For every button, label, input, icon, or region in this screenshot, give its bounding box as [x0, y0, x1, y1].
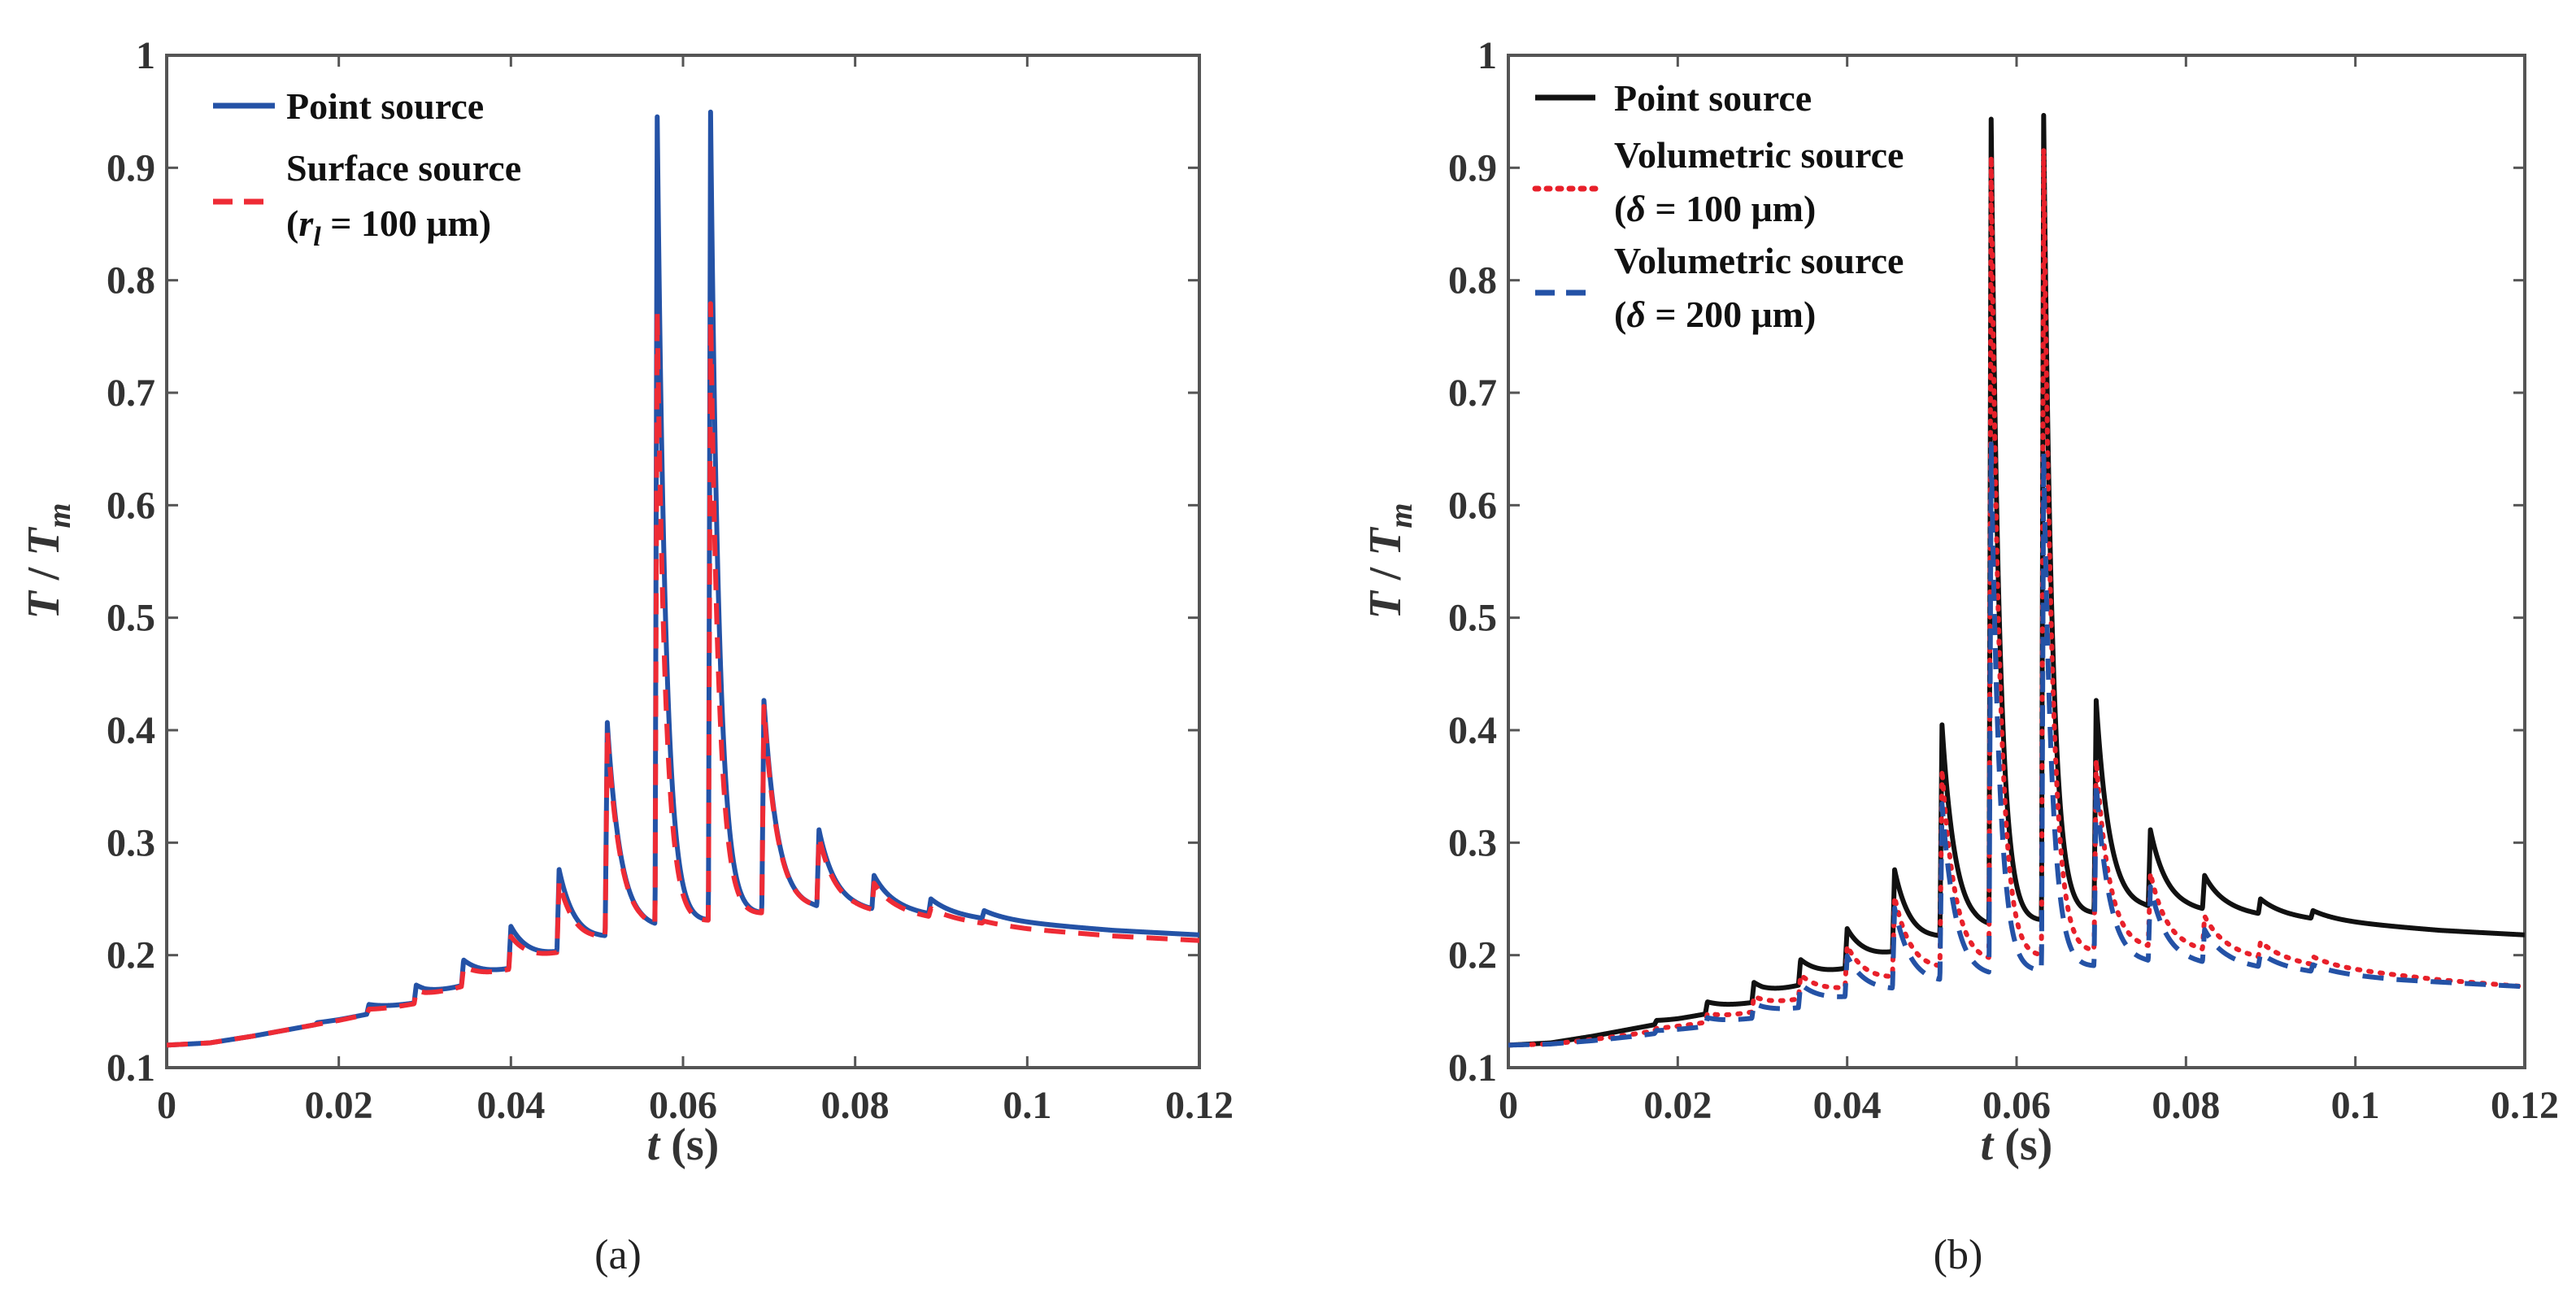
chart-panel-b: 0 0.02 0.04 0.06 0.08 0.1 0.12 0.1 0.2 0.3 0.4 0.5 0…: [1360, 34, 2559, 1278]
y-tick-label: 0.8: [1448, 259, 1497, 302]
legend-label-b-vol100-param: (δ = 100 μm): [1614, 188, 1816, 229]
x-tick-label: 0.02: [305, 1084, 373, 1127]
axis-ticks-a: [165, 54, 1201, 1069]
plot-area-b: [1507, 54, 2526, 1069]
series-group-a: [167, 109, 1199, 1048]
x-tick-label: 0.12: [2491, 1084, 2559, 1127]
series-line-a-1: [167, 301, 1199, 1048]
series-line-b-1: [1508, 146, 2525, 1048]
x-tick-label: 0: [1499, 1084, 1518, 1127]
legend-label-a-point: Point source: [286, 85, 484, 127]
y-tick-label: 1: [136, 34, 155, 77]
x-tick-label: 0.06: [649, 1084, 717, 1127]
y-tick-label: 0.4: [107, 709, 155, 752]
legend-b: Point source Volumetric source (δ = 100 …: [1532, 77, 1904, 335]
x-tick-label: 0: [157, 1084, 176, 1127]
y-tick-label: 1: [1477, 34, 1497, 77]
legend-label-b-vol100: Volumetric source: [1614, 134, 1904, 176]
x-tick-label: 0.04: [476, 1084, 545, 1127]
y-tick-label: 0.9: [1448, 146, 1497, 189]
y-tick-label: 0.7: [1448, 372, 1497, 415]
y-axis-label-a: T / Tm: [19, 503, 77, 619]
x-tick-label: 0.12: [1165, 1084, 1234, 1127]
y-tick-label: 0.6: [1448, 484, 1497, 527]
y-tick-label: 0.3: [1448, 821, 1497, 864]
x-tick-label: 0.02: [1643, 1084, 1712, 1127]
y-tick-label: 0.7: [107, 372, 155, 415]
tick-labels-b: 0 0.02 0.04 0.06 0.08 0.1 0.12 0.1 0.2 0.3 0.4 0.5 0…: [1448, 34, 2559, 1127]
y-tick-label: 0.5: [107, 597, 155, 640]
y-tick-label: 0.6: [107, 484, 155, 527]
x-tick-label: 0.08: [2152, 1084, 2220, 1127]
tick-labels-a: 0 0.02 0.04 0.06 0.08 0.1 0.12 0.1 0.2 0.3 0.4 0.5 0…: [107, 34, 1234, 1127]
legend-label-a-surface-param: (rl = 100 μm): [286, 202, 491, 252]
x-tick-label: 0.04: [1813, 1084, 1882, 1127]
y-tick-label: 0.1: [107, 1046, 155, 1090]
caption-a: (a): [594, 1232, 642, 1278]
x-tick-label: 0.1: [2331, 1084, 2380, 1127]
legend-a: Point source Surface source (rl = 100 μm…: [213, 85, 521, 252]
y-tick-label: 0.8: [107, 259, 155, 302]
legend-label-b-point: Point source: [1614, 77, 1812, 119]
y-tick-label: 0.1: [1448, 1046, 1497, 1090]
series-line-b-0: [1508, 112, 2525, 1048]
legend-label-b-vol200: Volumetric source: [1614, 240, 1904, 281]
chart-panel-a: 0 0.02 0.04 0.06 0.08 0.1 0.12 0.1 0.2 0.3 0.4 0.5 0…: [19, 34, 1234, 1278]
legend-label-a-surface: Surface source: [286, 147, 521, 189]
x-tick-label: 0.1: [1003, 1084, 1051, 1127]
caption-b: (b): [1934, 1232, 1983, 1278]
legend-label-b-vol200-param: (δ = 200 μm): [1614, 294, 1816, 335]
x-tick-label: 0.08: [821, 1084, 890, 1127]
axis-ticks-b: [1507, 54, 2526, 1069]
x-axis-label-a: t (s): [647, 1120, 720, 1170]
y-tick-label: 0.3: [107, 821, 155, 864]
x-axis-label-b: t (s): [1981, 1120, 2053, 1170]
y-tick-label: 0.2: [1448, 934, 1497, 977]
y-tick-label: 0.5: [1448, 597, 1497, 640]
series-group-b: [1508, 112, 2525, 1048]
y-tick-label: 0.4: [1448, 709, 1497, 752]
series-line-b-2: [1508, 442, 2525, 1048]
y-axis-label-b: T / Tm: [1360, 503, 1419, 619]
x-tick-label: 0.06: [1982, 1084, 2051, 1127]
y-tick-label: 0.9: [107, 146, 155, 189]
y-tick-label: 0.2: [107, 934, 155, 977]
